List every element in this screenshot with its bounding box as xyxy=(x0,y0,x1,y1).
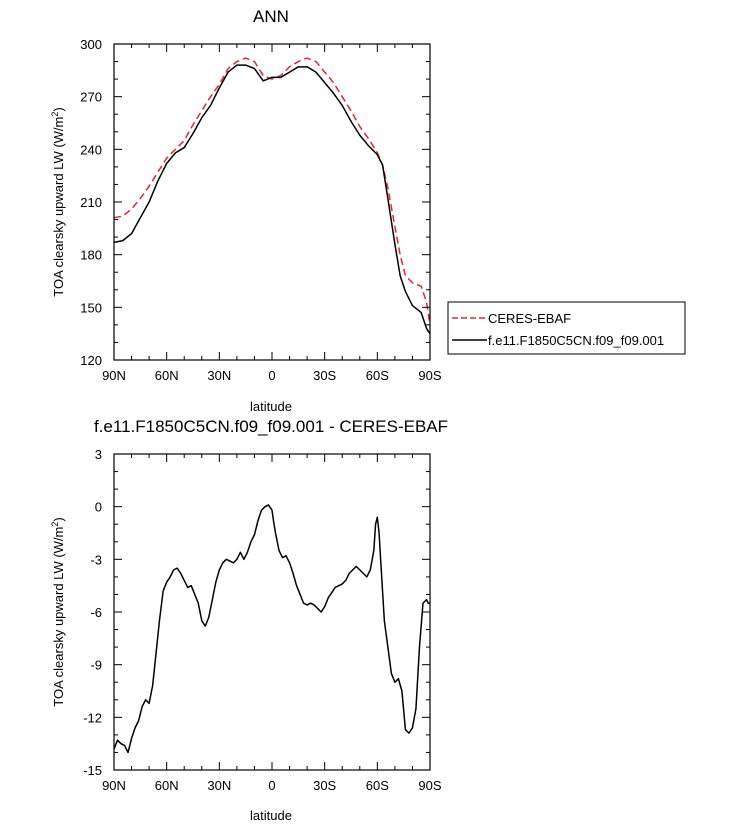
top-chart-xtick-label-6: 90S xyxy=(418,368,441,383)
bottom-chart-ylabel-tail: ) xyxy=(51,517,66,521)
bottom-chart-xtick-label-0: 90N xyxy=(102,778,126,793)
top-chart-title: ANN xyxy=(253,7,289,26)
top-chart-ytick-label-5: 270 xyxy=(80,90,102,105)
top-chart-series-line-1 xyxy=(113,64,431,335)
bottom-chart-ytick-label-3: -6 xyxy=(90,605,102,620)
legend-label-model: f.e11.F1850C5CN.f09_f09.001 xyxy=(488,333,664,348)
top-chart-ytick-label-4: 240 xyxy=(80,142,102,157)
bottom-chart-series-group xyxy=(113,504,430,754)
legend-frame xyxy=(447,301,686,355)
top-chart-ylabel-main: TOA clearsky upward LW (W/m xyxy=(51,117,66,297)
top-chart-xtick-label-0: 90N xyxy=(102,368,126,383)
bottom-chart-ylabel-sup: 2 xyxy=(50,522,60,527)
top-chart-panel: ANN 90N 60N 30N 0 30S 60S 90S 120 150 180 210 240 27… xyxy=(50,7,442,414)
top-chart-ylabel: TOA clearsky upward LW (W/m2) xyxy=(50,107,66,296)
top-chart-xlabel: latitude xyxy=(250,399,292,414)
bottom-chart-ytick-label-2: -9 xyxy=(90,658,102,673)
bottom-chart-xlabel: latitude xyxy=(250,808,292,823)
bottom-chart-ytick-label-6: 3 xyxy=(95,447,102,462)
legend-label-ceres: CERES-EBAF xyxy=(488,311,571,326)
bottom-chart-xtick-label-5: 60S xyxy=(366,778,389,793)
bottom-chart-frame xyxy=(113,453,431,771)
top-chart-xtick-label-5: 60S xyxy=(366,368,389,383)
bottom-chart-ylabel-main: TOA clearsky upward LW (W/m xyxy=(51,527,66,707)
bottom-chart-ytick-label-4: -3 xyxy=(90,552,102,567)
bottom-chart-ytick-label-5: 0 xyxy=(95,500,102,515)
top-chart-frame xyxy=(113,43,431,361)
bottom-chart-xtick-label-4: 30S xyxy=(313,778,336,793)
top-chart-ytick-label-1: 150 xyxy=(80,300,102,315)
bottom-chart-xtick-label-2: 30N xyxy=(207,778,231,793)
bottom-chart-ytick-label-1: -12 xyxy=(83,710,102,725)
top-chart-ytick-label-3: 210 xyxy=(80,195,102,210)
bottom-chart-axes: 90N 60N 30N 0 30S 60S 90S -15 -12 -9 -6 -3 0 3 xyxy=(83,447,442,793)
bottom-chart-title: f.e11.F1850C5CN.f09_f09.001 - CERES-EBAF xyxy=(94,417,448,436)
top-chart-ylabel-tail: ) xyxy=(51,107,66,111)
top-chart-ylabel-sup: 2 xyxy=(50,112,60,117)
top-chart-series-line-0 xyxy=(113,57,431,326)
top-chart-ytick-label-0: 120 xyxy=(80,353,102,368)
top-chart-xtick-label-1: 60N xyxy=(155,368,179,383)
bottom-chart-ytick-label-0: -15 xyxy=(83,763,102,778)
top-chart-axes: 90N 60N 30N 0 30S 60S 90S 120 150 180 210 240 270 300 xyxy=(80,37,442,383)
top-chart-series-group xyxy=(113,57,431,335)
bottom-chart-xtick-label-3: 0 xyxy=(268,778,275,793)
top-chart-ytick-label-2: 180 xyxy=(80,248,102,263)
top-chart-xtick-label-2: 30N xyxy=(207,368,231,383)
bottom-chart-series-line-0 xyxy=(113,504,430,754)
bottom-chart-ylabel: TOA clearsky upward LW (W/m2) xyxy=(50,517,66,706)
bottom-chart-xtick-label-1: 60N xyxy=(155,778,179,793)
top-chart-xtick-label-4: 30S xyxy=(313,368,336,383)
bottom-chart-panel: f.e11.F1850C5CN.f09_f09.001 - CERES-EBAF… xyxy=(50,417,448,823)
bottom-chart-xtick-label-6: 90S xyxy=(418,778,441,793)
top-chart-xtick-label-3: 0 xyxy=(268,368,275,383)
top-chart-legend: CERES-EBAF f.e11.F1850C5CN.f09_f09.001 xyxy=(447,301,686,355)
top-chart-ytick-label-6: 300 xyxy=(80,37,102,52)
